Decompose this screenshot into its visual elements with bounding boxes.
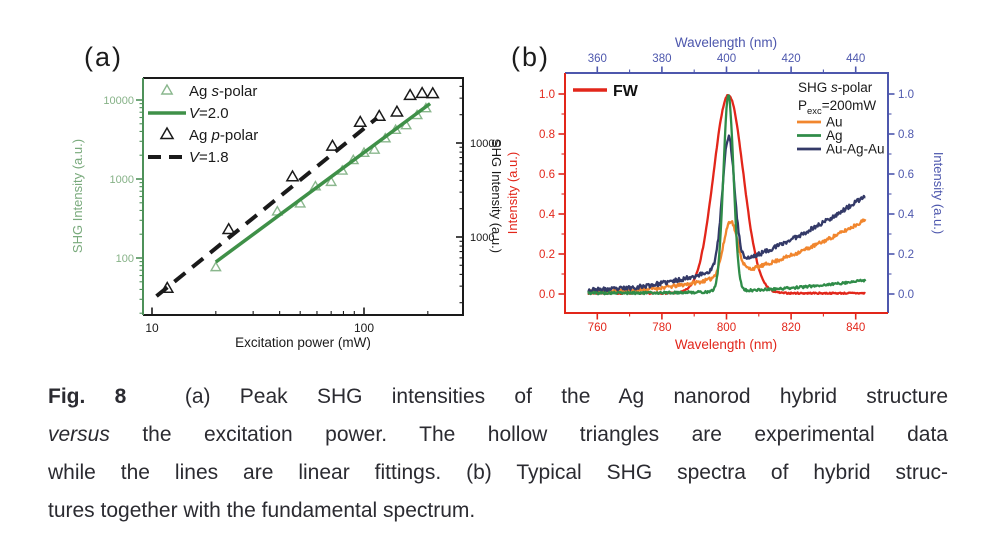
y-left-tick-label: 0.0 [539,289,555,301]
caption-line: Fig. 8 (a) Peak SHG intensities of the A… [48,385,949,408]
data-point-triangle [390,104,404,117]
data-point-triangle [325,175,338,187]
data-point-triangle [368,143,381,154]
data-point-triangle [425,86,440,99]
x-top-tick-label: 380 [652,53,671,65]
x-bottom-tick-label: 780 [652,322,671,334]
caption-line: versus the excitation power. The hollow … [48,423,948,446]
y-left-tick-label: 0.6 [539,169,555,181]
fit-line-v-2-0 [214,102,432,264]
fit-line-v-1-8 [155,116,379,298]
figure-caption: Fig. 8 (a) Peak SHG intensities of the A… [48,378,948,530]
y-left-axis-title: SHG Intensity (a.u.) [70,139,85,253]
legend-label: Ag p-polar [189,127,258,144]
legend-entry-label-au-ag-au: Au-Ag-Au [826,142,885,157]
y-right-axis-title: SHG Intensity (a.u.) [489,139,504,253]
spectra-curves [587,93,867,296]
legend-marker-p-polar [159,126,175,140]
y-left-tick-label: 100 [116,253,134,265]
y-right-tick-label: 0.4 [898,209,915,221]
x-top-tick-label: 440 [846,53,865,65]
x-top-axis-title: Wavelength (nm) [675,35,777,50]
y-left-tick-label: 1.0 [539,89,555,101]
legend-entry-label-ag: Ag [826,128,843,143]
y-left-tick-label: 0.4 [539,209,556,221]
series-ag-p-polar [160,86,440,293]
legend-label: V=1.8 [189,149,229,166]
x-bottom-axis-title: Wavelength (nm) [675,337,777,352]
panel-a-chart: 10 100 100 1000 10000 1000 10000 Excitation pow… [70,77,504,350]
y-right-tick-label: 0.0 [898,289,914,301]
spectrum-curve-au [587,218,867,295]
y-right-tick-label: 10000 [470,138,501,150]
x-bottom-tick-label: 840 [846,322,865,334]
y-right-axis-title: Intensity (a.u.) [931,152,946,234]
data-point-triangle [403,88,418,101]
data-point-triangle [285,169,300,182]
top-right-spines [565,72,889,313]
caption-line: tures together with the fundamental spec… [48,499,476,522]
y-left-tick-label: 0.8 [539,129,555,141]
y-right-tick-label: 1000 [470,232,494,244]
x-tick-label: 100 [354,321,374,335]
legend-entry-label-au: Au [826,115,843,130]
spectrum-curve-ag [587,94,867,296]
caption-line: while the lines are linear fittings. (b)… [48,461,948,484]
data-point-triangle [353,115,368,128]
panel-b-chart: 760 780 800 820 840 Wavelength (nm) 360 380 400 4… [505,35,946,352]
plot-frame [143,77,464,316]
left-bottom-spines [564,73,888,314]
x-bottom-tick-label: 800 [717,322,736,334]
legend-label: V=2.0 [189,105,229,122]
data-point-triangle [209,260,222,272]
data-point-triangle [325,138,340,151]
data-point-triangle [221,222,236,235]
x-tick-label: 10 [145,321,159,335]
legend-marker-s-polar [160,83,174,95]
data-point-triangle [372,109,387,122]
x-bottom-tick-label: 820 [782,322,801,334]
x-top-tick-label: 360 [588,53,607,65]
legend-power: Pexc=200mW [798,98,876,117]
panel-b-label: (b) [511,42,550,72]
y-right-tick-label: 0.6 [898,169,914,181]
y-left-axis-title: Intensity (a.u.) [505,152,520,234]
y-left-tick-label: 1000 [110,174,134,186]
y-left-tick-label: 10000 [103,95,134,107]
y-right-tick-label: 1.0 [898,89,914,101]
data-point-triangle [415,86,430,99]
y-right-tick-label: 0.8 [898,129,914,141]
legend-fw-label: FW [613,83,639,100]
x-axis-title: Excitation power (mW) [235,335,371,350]
legend-title: SHG s-polar [798,80,873,95]
x-bottom-tick-label: 760 [588,322,607,334]
panel-a-label: (a) [84,42,123,72]
x-top-tick-label: 400 [717,53,736,65]
legend-label: Ag s-polar [189,83,257,100]
y-left-tick-label: 0.2 [539,249,555,261]
spectrum-curve-au-ag-au [587,134,866,294]
y-right-tick-label: 0.2 [898,249,914,261]
x-top-tick-label: 420 [782,53,801,65]
figure-canvas: 10 100 100 1000 10000 1000 10000 Excitation pow… [70,35,946,352]
